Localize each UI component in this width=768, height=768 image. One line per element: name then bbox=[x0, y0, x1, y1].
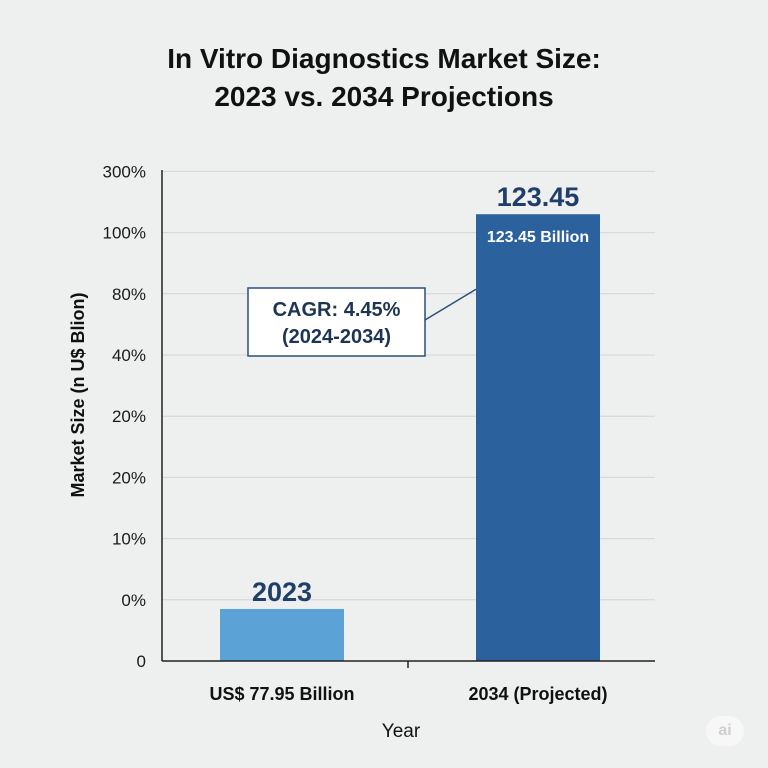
axes bbox=[161, 170, 655, 668]
ai-watermark-badge: ai bbox=[706, 716, 744, 746]
y-tick-label: 300% bbox=[103, 162, 146, 181]
y-tick-label: 0% bbox=[121, 591, 146, 610]
y-tick-label: 0 bbox=[137, 652, 146, 671]
annotation-box bbox=[247, 287, 426, 357]
x-axis-title: Year bbox=[382, 721, 421, 742]
bar-1 bbox=[220, 608, 344, 661]
cagr-annotation: CAGR: 4.45% (2024-2034) bbox=[247, 287, 477, 357]
y-tick-label: 100% bbox=[103, 224, 146, 243]
y-tick-label: 40% bbox=[112, 346, 146, 365]
bar-inner-label: 123.45 Billion bbox=[487, 229, 589, 246]
y-tick-label: 10% bbox=[112, 530, 146, 549]
y-axis-title: Market Size (n U$ Blion) bbox=[68, 292, 88, 497]
x-category-label: US$ 77.95 Billion bbox=[209, 684, 354, 704]
bar-2 bbox=[476, 214, 600, 662]
bars bbox=[220, 214, 600, 662]
annotation-leader-line bbox=[424, 288, 477, 321]
y-tick-label: 20% bbox=[112, 407, 146, 426]
y-tick-labels: 0 0% 10% 20% 20% 40% 80% 100% 300% bbox=[103, 162, 146, 671]
chart-title-line-1: In Vitro Diagnostics Market Size: bbox=[167, 43, 601, 74]
x-category-label: 2034 (Projected) bbox=[468, 684, 607, 704]
annotation-text-line: (2024-2034) bbox=[282, 326, 391, 348]
y-tick-label: 80% bbox=[112, 285, 146, 304]
bar-labels: 2023 US$ 77.95 Billion 123.45 123.45 Billio… bbox=[209, 182, 607, 704]
chart-title-line-2: 2023 vs. 2034 Projections bbox=[214, 81, 554, 112]
annotation-text-line: CAGR: 4.45% bbox=[273, 299, 401, 321]
chart-title: In Vitro Diagnostics Market Size: 2023 v… bbox=[0, 40, 768, 116]
y-tick-label: 20% bbox=[112, 468, 146, 487]
bar-top-label: 2023 bbox=[252, 577, 312, 607]
bar-top-label: 123.45 bbox=[497, 182, 580, 212]
